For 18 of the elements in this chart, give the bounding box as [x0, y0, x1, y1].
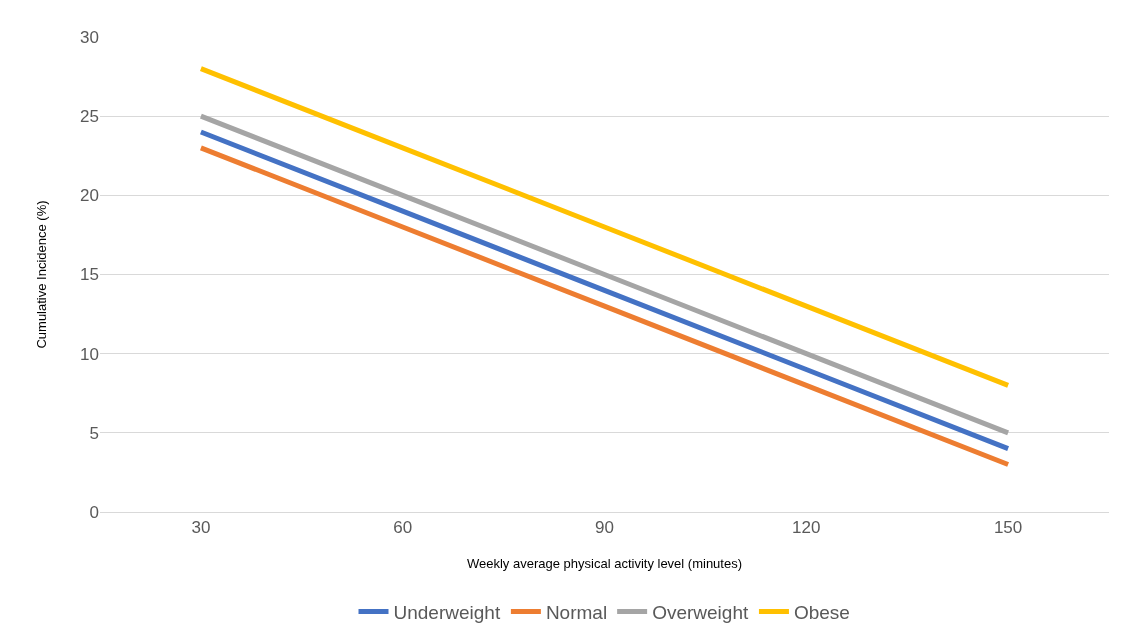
x-tick-label: 150 — [993, 518, 1023, 538]
x-axis-title: Weekly average physical activity level (minutes) — [466, 556, 743, 571]
y-tick-label: 25 — [80, 107, 99, 127]
y-tick-label: 15 — [80, 265, 99, 285]
x-tick-label: 90 — [595, 518, 614, 538]
legend-label: Obese — [793, 602, 850, 624]
y-tick-label: 30 — [80, 27, 99, 47]
y-axis-title: Cumulative Incidence (%) — [34, 200, 50, 349]
x-tick-label: 30 — [191, 518, 211, 538]
x-tick-label: 120 — [792, 518, 821, 538]
legend-label: Normal — [545, 602, 608, 624]
y-tick-label: 20 — [80, 186, 99, 206]
y-tick-label: 10 — [80, 344, 99, 364]
y-tick-label: 5 — [89, 423, 99, 443]
x-tick-label: 60 — [393, 518, 413, 538]
legend-label: Overweight — [652, 602, 749, 624]
legend-label: Underweight — [393, 602, 501, 624]
y-tick-label: 0 — [89, 502, 99, 522]
